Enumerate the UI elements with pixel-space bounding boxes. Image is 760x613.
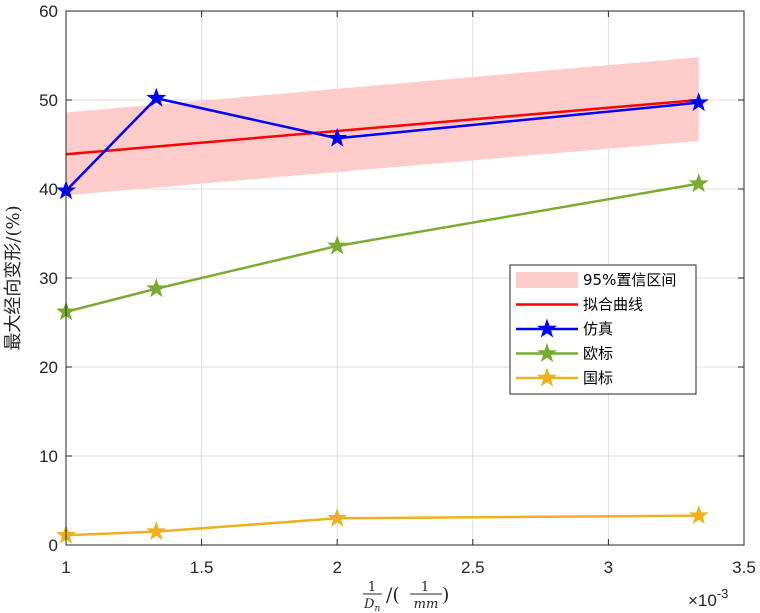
data-point	[327, 235, 348, 255]
data-point	[688, 92, 709, 112]
x-axis-label: 1 Dn /( 1 mm )	[363, 580, 449, 613]
x-multiplier-base: ×10	[688, 591, 717, 610]
x-tick-label: 2.5	[461, 558, 485, 577]
y-tick-label: 0	[49, 536, 58, 555]
legend-swatch-band	[516, 272, 578, 288]
x-label-den2: mm	[414, 597, 439, 612]
legend-label: 欧标	[583, 345, 613, 363]
series-line	[65, 96, 699, 192]
x-label-den1-sub: n	[374, 604, 380, 613]
y-tick-label: 40	[39, 180, 58, 199]
legend-label: 国标	[583, 369, 613, 387]
y-tick-label: 10	[39, 447, 58, 466]
data-point	[327, 507, 348, 527]
x-tick-label: 2	[332, 558, 341, 577]
x-tick-label: 3	[604, 558, 613, 577]
x-multiplier: ×10-3	[688, 586, 728, 610]
x-label-num2: 1	[421, 580, 429, 595]
data-point	[688, 505, 709, 525]
legend-label: 仿真	[583, 320, 613, 338]
axis-labels: 最大经向变形/(%) ×10-3 1 Dn /( 1 mm )	[3, 205, 728, 613]
y-tick-label: 30	[39, 269, 58, 288]
data-point	[146, 521, 167, 541]
legend-swatch-marker	[536, 342, 558, 363]
data-point	[688, 173, 709, 193]
plot-area	[55, 57, 709, 544]
data-point	[146, 87, 167, 107]
y-tick-label: 20	[39, 358, 58, 377]
series-line	[65, 182, 699, 314]
series-line	[65, 514, 699, 537]
legend-label: 95%置信区间	[583, 271, 676, 289]
legend-swatch-marker	[536, 367, 558, 387]
y-tick-label: 50	[39, 91, 58, 110]
x-label-den1: Dn	[363, 597, 380, 613]
x-label-num1: 1	[368, 580, 376, 595]
legend-label: 拟合曲线	[583, 296, 643, 314]
y-axis-label: 最大经向变形/(%)	[3, 205, 24, 350]
fit-line	[65, 98, 699, 156]
x-label-mid: /(	[386, 584, 400, 606]
x-tick-label: 3.5	[732, 558, 756, 577]
x-label-den1-main: D	[363, 597, 375, 612]
axes: 1 1.5 2 2.5 3 3.5 0 10 20 30 40 50 60	[39, 2, 756, 577]
x-label-end: )	[442, 584, 449, 606]
data-point	[327, 127, 348, 147]
y-tick-label: 60	[39, 2, 58, 21]
x-tick-label: 1.5	[190, 558, 214, 577]
data-point	[146, 278, 167, 298]
legend-swatch-marker	[536, 318, 558, 338]
x-multiplier-exponent: -3	[717, 586, 729, 601]
x-tick-label: 1	[61, 558, 70, 577]
